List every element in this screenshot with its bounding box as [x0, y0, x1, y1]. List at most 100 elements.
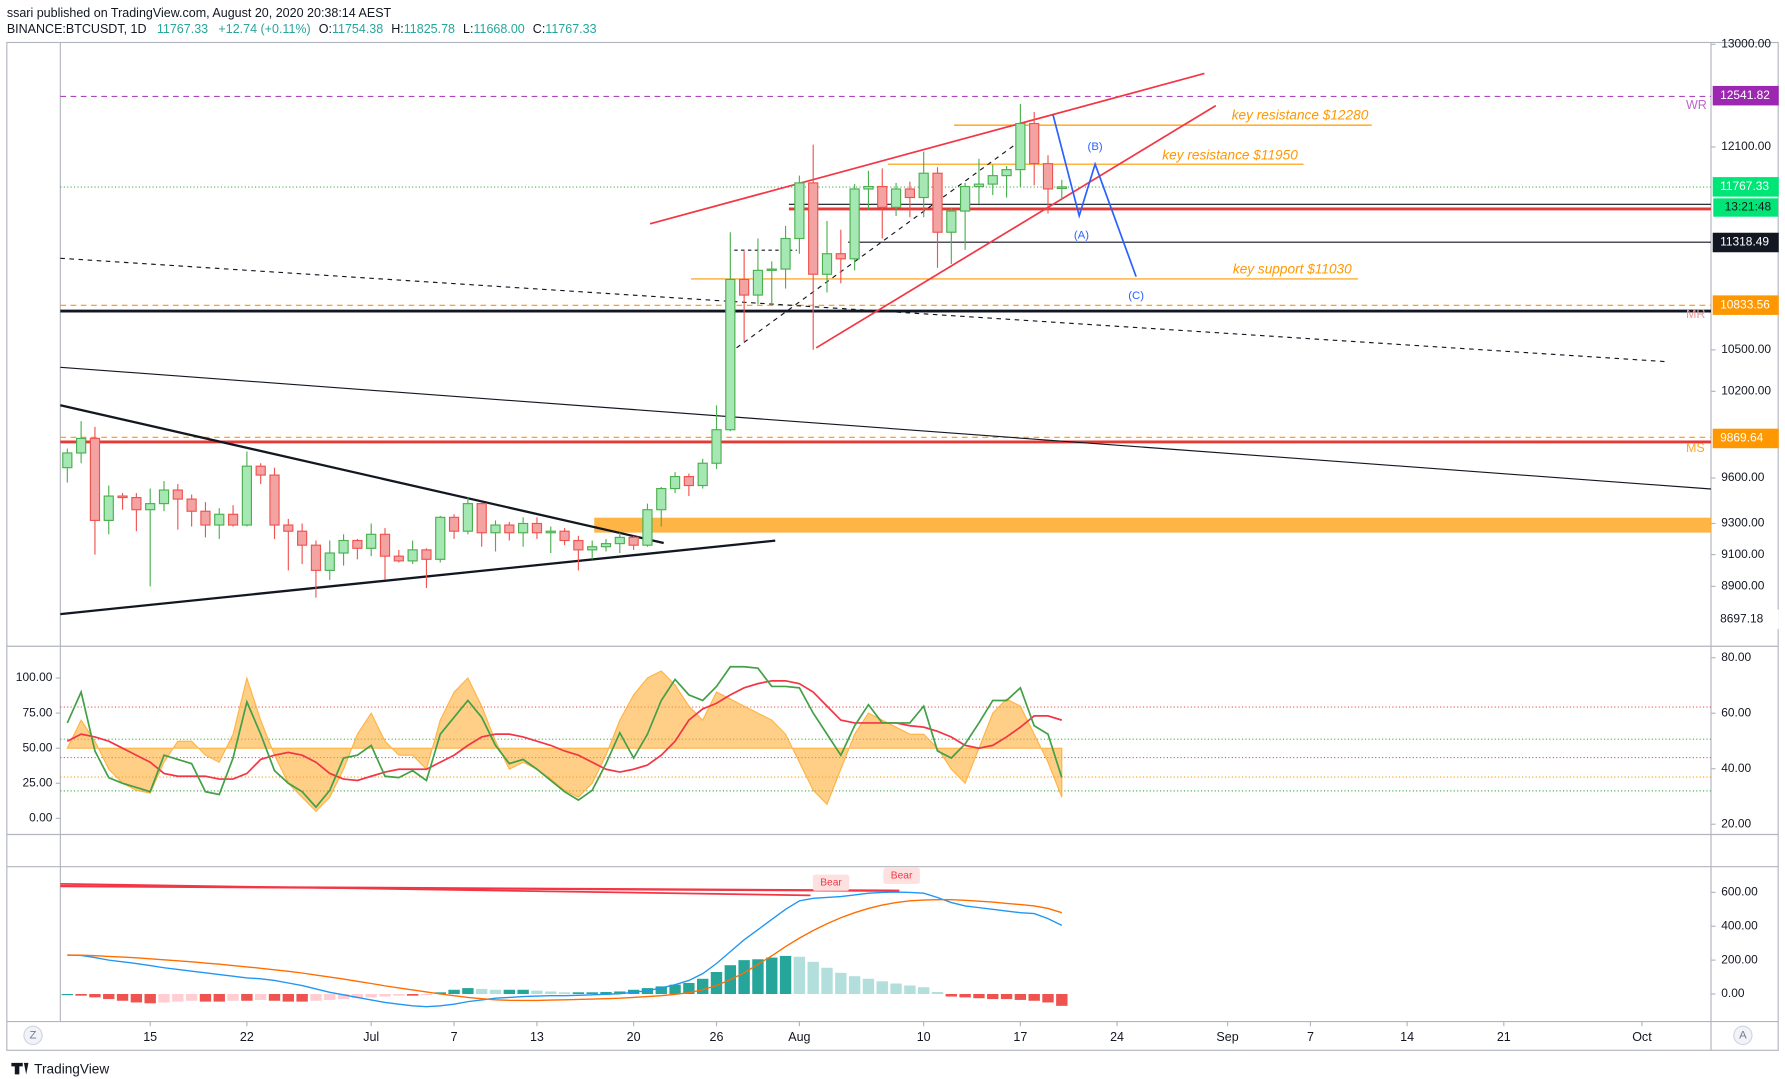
trend-line: [60, 404, 664, 545]
candle-body: [766, 268, 777, 271]
last-price: 11767.33: [157, 22, 208, 36]
frame: [6, 41, 1779, 1051]
candle-body: [697, 462, 708, 487]
annotation: key resistance $12280: [1232, 108, 1369, 123]
histogram-bar: [1028, 994, 1040, 1001]
x-tick-label: 24: [1110, 1030, 1124, 1044]
y-tick-label: 600.00: [1721, 885, 1758, 899]
logo-text: TradingView: [34, 1061, 109, 1076]
histogram-bar: [848, 976, 861, 995]
price-label: 10833.56: [1720, 297, 1770, 311]
y-tick-label: 40.00: [1721, 761, 1751, 775]
price-label-bg: [1712, 232, 1779, 253]
histogram-bar: [199, 994, 212, 1002]
candle-body: [1001, 169, 1012, 177]
candle-body: [877, 185, 888, 208]
logo-icon: [11, 1062, 29, 1075]
channel-line: [815, 104, 1217, 349]
candle-body: [960, 185, 971, 212]
candle-body: [518, 522, 529, 534]
x-tick-label: Oct: [1632, 1030, 1652, 1044]
histogram-bar: [130, 994, 143, 1003]
histogram-bar: [683, 982, 695, 995]
trend-line: [60, 257, 1666, 363]
trend-line: [60, 539, 776, 616]
histogram-bar: [959, 994, 971, 998]
auto-button[interactable]: [1733, 1025, 1753, 1046]
histogram-bar: [144, 994, 156, 1004]
histogram-bar: [310, 994, 322, 1001]
candle-body: [490, 524, 501, 534]
histogram-bar: [365, 994, 377, 998]
ohlc-value: 11767.33: [545, 22, 596, 36]
macd-line: [67, 898, 1063, 1002]
candle-body: [448, 516, 460, 532]
y-tick-label: 13000.00: [1721, 36, 1771, 50]
level-tag: MR: [1686, 307, 1705, 321]
y-tick-label: 25.00: [22, 775, 52, 789]
candle-body: [214, 513, 225, 526]
histogram-bar: [75, 994, 87, 996]
histogram-bar: [945, 994, 958, 997]
histogram-bar: [172, 994, 184, 1002]
histogram-bar: [116, 994, 129, 1001]
bear-tag: Bear: [891, 871, 913, 882]
histogram-bar: [268, 994, 281, 1001]
histogram-bar: [213, 994, 225, 1002]
candle-body: [531, 522, 543, 534]
histogram-bar: [766, 957, 778, 995]
histogram-bar: [876, 981, 888, 995]
histogram-bar: [324, 994, 336, 1000]
candle-body: [421, 549, 432, 560]
x-tick-label: 7: [451, 1030, 458, 1044]
histogram-bar: [517, 989, 529, 995]
histogram-bar: [931, 991, 944, 995]
zoom-button[interactable]: [23, 1025, 43, 1046]
histogram-bar: [862, 978, 875, 995]
x-tick-label: 17: [1013, 1030, 1027, 1044]
candle-body: [1042, 163, 1054, 190]
histogram-bar: [185, 994, 198, 1001]
histogram-bar: [586, 992, 598, 995]
candle-body: [352, 539, 363, 549]
bear-tag: Bear: [820, 877, 842, 888]
bear-tag-bg: [883, 867, 920, 884]
divergence-line: [60, 885, 900, 892]
symbol-line: BINANCE:BTCUSDT, 1D 11767.33 +12.74 (+0.…: [7, 22, 597, 36]
histogram-bar: [462, 988, 474, 995]
histogram-bar: [489, 989, 502, 995]
x-tick-label: 14: [1400, 1030, 1414, 1044]
candle-body: [283, 524, 294, 532]
histogram-bar: [255, 994, 267, 1000]
candle-body: [628, 536, 639, 546]
price-label: 11767.33: [1720, 179, 1769, 193]
auto-button-label[interactable]: A: [1739, 1029, 1747, 1041]
histogram-bar: [531, 990, 543, 995]
histogram-bar: [904, 985, 916, 995]
y-tick-label: 10200.00: [1721, 383, 1771, 397]
candle-body: [711, 429, 722, 464]
osc-area: [66, 670, 1063, 813]
histogram-bar: [738, 960, 750, 995]
wave-label: (A): [1074, 229, 1089, 241]
ohlc-label: C:: [533, 22, 546, 36]
candle-body: [849, 188, 860, 260]
candle-body: [462, 503, 474, 532]
candle-body: [739, 278, 750, 296]
y-tick-label: 9100.00: [1721, 547, 1765, 561]
candle-body: [145, 503, 156, 511]
zoom-button-label[interactable]: Z: [30, 1029, 37, 1041]
candle-body: [1015, 122, 1026, 171]
candle-body: [200, 510, 211, 526]
histogram-bar: [503, 989, 516, 995]
candle-body: [1056, 186, 1067, 190]
candle-body: [297, 530, 308, 546]
candle-body: [76, 437, 87, 454]
candle-body: [683, 476, 695, 487]
candle-body: [117, 495, 128, 499]
annotation: key resistance $11950: [1162, 148, 1298, 163]
histogram-bar: [752, 959, 764, 995]
x-tick-label: Sep: [1216, 1030, 1238, 1044]
histogram-bar: [351, 994, 364, 999]
candle-body: [642, 509, 653, 546]
